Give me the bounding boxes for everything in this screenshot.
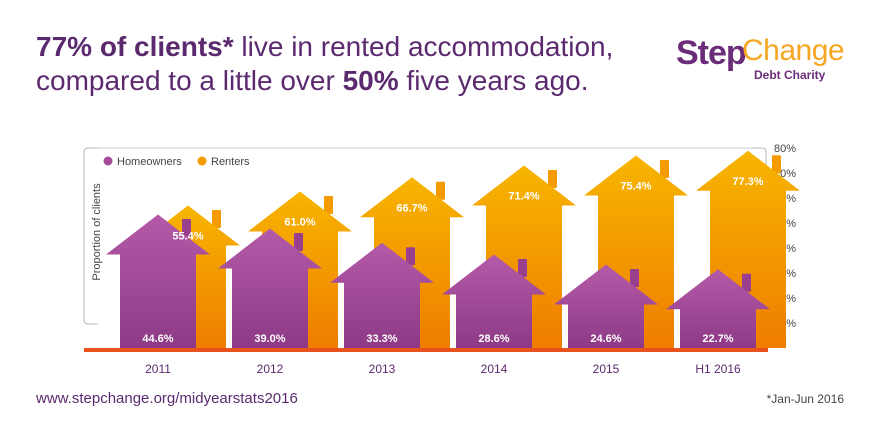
y-tick-label: 80% — [774, 143, 796, 155]
renters-value-label: 75.4% — [620, 181, 651, 193]
footer-url[interactable]: www.stepchange.org/midyearstats2016 — [36, 390, 298, 407]
x-category-label: H1 2016 — [695, 362, 741, 376]
chart-frame-left — [83, 147, 98, 325]
chart-bars — [106, 150, 800, 348]
renters-value-label: 77.3% — [732, 176, 763, 188]
x-category-label: 2012 — [257, 362, 284, 376]
legend-marker-homeowners — [103, 156, 113, 166]
x-category-label: 2015 — [593, 362, 620, 376]
y-axis-label: Proportion of clients — [91, 183, 103, 281]
chart-frame-right — [752, 147, 767, 344]
headline: 77% of clients* live in rented accommoda… — [36, 30, 636, 98]
renters-chimney — [548, 169, 557, 188]
legend-label-renters: Renters — [211, 156, 250, 168]
homeowners-chimney — [294, 232, 303, 251]
legend-marker-renters — [197, 156, 207, 166]
homeowners-bar — [106, 214, 210, 348]
renters-value-label: 55.4% — [172, 231, 203, 243]
homeowners-bar — [442, 254, 546, 348]
x-category-label: 2011 — [145, 362, 171, 376]
homeowners-chimney — [406, 247, 415, 266]
homeowners-bar — [330, 242, 434, 348]
renters-chimney — [772, 155, 781, 174]
stepchange-logo: Step Change Debt Charity — [676, 34, 856, 84]
x-category-label: 2013 — [369, 362, 396, 376]
headline-bold-1: 77% of clients* — [36, 31, 234, 62]
homeowners-bar — [666, 269, 770, 348]
logo-debt-charity: Debt Charity — [754, 68, 826, 82]
footer-note: *Jan-Jun 2016 — [766, 392, 844, 406]
renters-chimney — [660, 159, 669, 178]
homeowners-chimney — [182, 218, 191, 237]
homeowners-value-label: 44.6% — [142, 333, 173, 345]
logo-step: Step — [676, 34, 747, 72]
headline-text-3: compared to a little over — [36, 65, 343, 96]
renters-value-label: 66.7% — [396, 202, 427, 214]
headline-bold-4: 50% — [342, 65, 399, 96]
homeowners-chimney — [630, 268, 639, 287]
homeowners-value-label: 33.3% — [366, 333, 397, 345]
renters-value-label: 71.4% — [508, 191, 539, 203]
homeowners-bar — [218, 228, 322, 348]
headline-text-5: five years ago. — [398, 65, 589, 96]
homeowners-chimney — [742, 273, 751, 292]
renters-chimney — [212, 209, 221, 228]
homeowners-chimney — [518, 258, 527, 277]
x-category-label: 2014 — [481, 362, 508, 376]
homeowners-bar — [554, 264, 658, 348]
legend-label-homeowners: Homeowners — [117, 156, 182, 168]
headline-text-2: live in rented accommodation, — [233, 31, 614, 62]
renters-chimney — [436, 181, 445, 200]
homeowners-value-label: 39.0% — [254, 333, 285, 345]
chart-labels: 55.4% 44.6% 2011 61.0% 39.0% 2012 66.7% 33.3% 20… — [84, 176, 768, 376]
renters-value-label: 61.0% — [284, 217, 315, 229]
logo-change: Change — [742, 34, 845, 67]
homeowners-value-label: 28.6% — [478, 333, 509, 345]
renters-chimney — [324, 195, 333, 214]
chart-baseline — [84, 348, 768, 352]
homeowners-value-label: 22.7% — [702, 333, 733, 345]
homeowners-value-label: 24.6% — [590, 333, 621, 345]
